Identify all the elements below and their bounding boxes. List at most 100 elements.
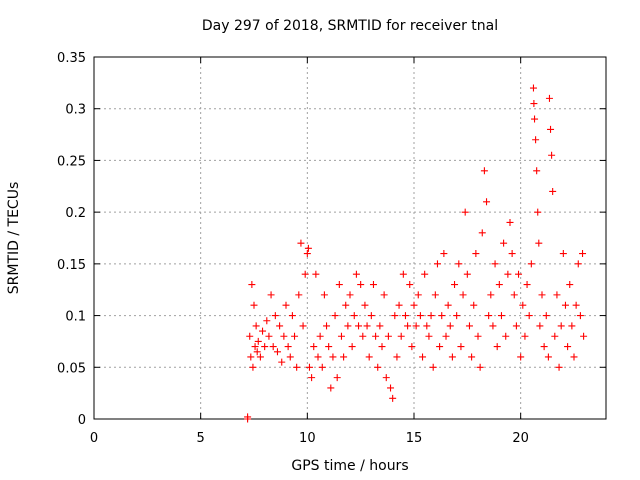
axis-ticks: 0 5 10 15 20 0 0.05 0.1 0.15 0.2 0.25 0.3 0.35 — [57, 51, 606, 446]
data-point — [320, 291, 328, 299]
data-point — [446, 322, 454, 330]
data-point — [474, 332, 482, 340]
x-tick-label: 20 — [512, 431, 529, 446]
data-point — [273, 348, 281, 356]
data-point — [263, 317, 271, 325]
data-point — [276, 322, 284, 330]
data-point — [542, 312, 550, 320]
data-point — [344, 322, 352, 330]
data-point — [331, 312, 339, 320]
data-point — [404, 322, 412, 330]
data-point — [519, 301, 527, 309]
data-point — [269, 343, 277, 351]
data-point — [335, 281, 343, 289]
data-point — [355, 322, 363, 330]
data-point — [425, 332, 433, 340]
data-point — [555, 363, 563, 371]
data-point — [288, 312, 296, 320]
plot-frame — [93, 56, 607, 420]
data-point — [247, 353, 255, 361]
data-point — [297, 239, 305, 247]
data-point — [561, 301, 569, 309]
data-point — [463, 270, 471, 278]
data-point — [429, 363, 437, 371]
data-point — [515, 270, 523, 278]
data-point — [376, 322, 384, 330]
data-point — [535, 239, 543, 247]
data-point — [572, 301, 580, 309]
data-point — [365, 353, 373, 361]
data-point — [485, 312, 493, 320]
data-point — [547, 125, 555, 133]
data-point — [348, 343, 356, 351]
data-marks — [244, 84, 588, 423]
data-point — [314, 353, 322, 361]
data-point — [453, 312, 461, 320]
data-point — [357, 281, 365, 289]
data-point — [259, 327, 267, 335]
data-point — [284, 343, 292, 351]
data-point — [440, 250, 448, 258]
data-point — [576, 312, 584, 320]
data-point — [472, 250, 480, 258]
data-point — [323, 322, 331, 330]
data-point — [316, 332, 324, 340]
data-point — [580, 332, 588, 340]
data-point — [531, 115, 539, 123]
data-point — [333, 374, 341, 382]
data-point — [502, 332, 510, 340]
data-point — [559, 250, 567, 258]
data-point — [495, 281, 503, 289]
data-point — [564, 343, 572, 351]
data-point — [455, 260, 463, 268]
data-point — [304, 244, 312, 252]
x-tick-label: 0 — [90, 431, 98, 446]
y-tick-label: 0.35 — [57, 51, 86, 66]
data-point — [551, 332, 559, 340]
data-point — [525, 312, 533, 320]
data-point — [350, 312, 358, 320]
data-point — [401, 312, 409, 320]
data-point — [512, 322, 520, 330]
data-point — [293, 363, 301, 371]
data-point — [408, 343, 416, 351]
data-point — [478, 229, 486, 237]
y-tick-label: 0.05 — [57, 361, 86, 376]
data-point — [359, 332, 367, 340]
data-point — [391, 312, 399, 320]
data-point — [457, 343, 465, 351]
data-point — [395, 301, 403, 309]
data-point — [414, 291, 422, 299]
data-point — [508, 250, 516, 258]
grid-lines — [94, 57, 606, 419]
data-point — [278, 358, 286, 366]
data-point — [438, 312, 446, 320]
data-point — [517, 353, 525, 361]
data-point — [244, 413, 252, 421]
data-point — [431, 291, 439, 299]
data-point — [380, 291, 388, 299]
data-point — [544, 353, 552, 361]
data-point — [444, 301, 452, 309]
data-point — [436, 343, 444, 351]
data-point — [527, 260, 535, 268]
data-point — [246, 332, 254, 340]
x-tick-label: 5 — [197, 431, 205, 446]
data-point — [367, 312, 375, 320]
data-point — [253, 348, 261, 356]
data-point — [327, 384, 335, 392]
y-axis-label: SRMTID / TECUs — [6, 182, 22, 295]
data-point — [470, 301, 478, 309]
data-point — [384, 332, 392, 340]
data-point — [251, 343, 259, 351]
data-point — [427, 312, 435, 320]
data-point — [372, 332, 380, 340]
data-point — [493, 343, 501, 351]
data-point — [329, 353, 337, 361]
data-point — [312, 270, 320, 278]
data-point — [487, 291, 495, 299]
data-point — [399, 270, 407, 278]
y-tick-label: 0.15 — [57, 258, 86, 273]
data-point — [271, 312, 279, 320]
